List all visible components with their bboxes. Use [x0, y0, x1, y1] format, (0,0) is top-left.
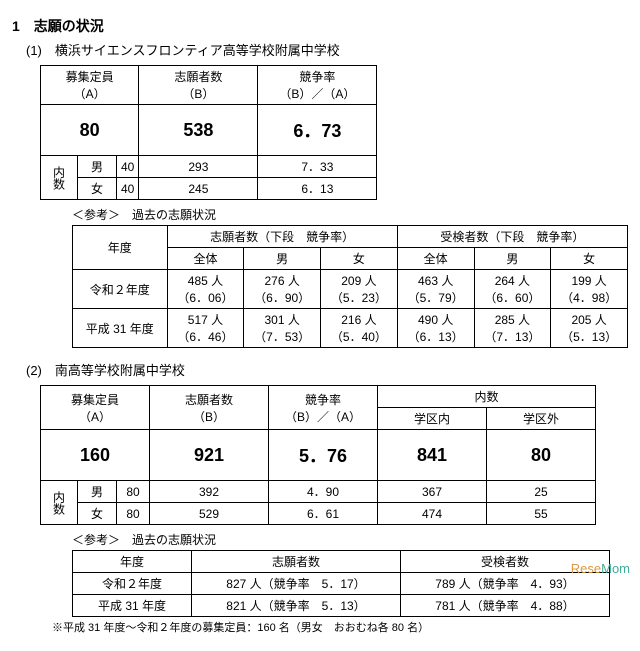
ref-cell: 490 人（6．13） [397, 309, 474, 348]
s2-row-out: 55 [487, 503, 596, 525]
s2-row-rate: 4．90 [269, 481, 378, 503]
school2-ref-table: 年度 志願者数 受検者数 令和２年度 827 人（競争率 5．17） 789 人… [72, 550, 610, 617]
s2-rate: 5．76 [269, 430, 378, 481]
s2-row-in: 367 [378, 481, 487, 503]
ref-cell: 301 人（7．53） [244, 309, 321, 348]
s1-row-gender: 女 [78, 178, 117, 200]
s2-row-rate: 6．61 [269, 503, 378, 525]
s1-row-rate: 6．13 [258, 178, 377, 200]
s2-row-out: 25 [487, 481, 596, 503]
s1-rate: 6．73 [258, 105, 377, 156]
hdr-out: 学区外 [487, 408, 596, 430]
s1-row-cap: 40 [117, 178, 139, 200]
s2-applicants: 921 [150, 430, 269, 481]
watermark-rese: Rese [571, 561, 601, 576]
school1-title: (1) 横浜サイエンスフロンティア高等学校附属中学校 [26, 40, 628, 59]
s1-capacity: 80 [41, 105, 139, 156]
s2-row-in: 474 [378, 503, 487, 525]
hdr-BA: （B）／（A） [279, 87, 355, 101]
s1-row-rate: 7．33 [258, 156, 377, 178]
ref-cell: 209 人（5．23） [321, 270, 398, 309]
school1-ref-table: 年度 志願者数（下段 競争率） 受検者数（下段 競争率） 全体 男 女 全体 男… [72, 225, 628, 348]
ref-all: 全体 [167, 248, 244, 270]
ref-exam-hdr: 受検者数（下段 競争率） [397, 226, 627, 248]
hdr-capacity: 募集定員 [66, 70, 114, 84]
s2-out: 80 [487, 430, 596, 481]
ref-year: 平成 31 年度 [73, 595, 192, 617]
s2-row-gender: 男 [78, 481, 117, 503]
ref-app-hdr: 志願者数（下段 競争率） [167, 226, 397, 248]
ref-all: 全体 [397, 248, 474, 270]
ref-f: 女 [321, 248, 398, 270]
ref-cell: 285 人（7．13） [474, 309, 551, 348]
hdr-inner: 内数 [378, 386, 596, 408]
ref-cell: 276 人（6．90） [244, 270, 321, 309]
ref-f: 女 [551, 248, 628, 270]
ref-cell: 264 人（6．60） [474, 270, 551, 309]
ref-m: 男 [244, 248, 321, 270]
s2-capacity: 160 [41, 430, 150, 481]
ref-app: 827 人（競争率 5．17） [192, 573, 401, 595]
hdr-BA: （B）／（A） [285, 410, 361, 424]
hdr-B: （B） [193, 410, 225, 424]
ref-cell: 205 人（5．13） [551, 309, 628, 348]
ref-cell: 517 人（6．46） [167, 309, 244, 348]
hdr-A: （A） [74, 87, 106, 101]
hdr-rate: 競争率 [299, 70, 335, 84]
breakdown-label: 内数 [41, 481, 78, 525]
hdr-in: 学区内 [378, 408, 487, 430]
watermark-mom: Mom [601, 561, 630, 576]
ref-app: 821 人（競争率 5．13） [192, 595, 401, 617]
section-heading: 1 志願の状況 [12, 16, 628, 36]
school2-ref-label: ＜参考＞ 過去の志願状況 [72, 531, 628, 548]
hdr-capacity: 募集定員 [71, 393, 119, 407]
ref-year: 令和２年度 [73, 573, 192, 595]
ref-year: 平成 31 年度 [73, 309, 168, 348]
ref-exam: 781 人（競争率 4．88） [401, 595, 610, 617]
ref-year: 令和２年度 [73, 270, 168, 309]
s2-row-app: 529 [150, 503, 269, 525]
hdr-A: （A） [79, 410, 111, 424]
ref-m: 男 [474, 248, 551, 270]
hdr-applicants: 志願者数 [174, 70, 222, 84]
school2-ref-note: ※平成 31 年度～令和２年度の募集定員：160 名（男女 おおむね各 80 名… [52, 619, 628, 635]
s2-row-cap: 80 [117, 481, 150, 503]
school2-title: (2) 南高等学校附属中学校 [26, 360, 628, 379]
s2-in: 841 [378, 430, 487, 481]
s1-row-app: 245 [139, 178, 258, 200]
hdr-applicants: 志願者数 [185, 393, 233, 407]
ref-cell: 216 人（5．40） [321, 309, 398, 348]
school1-ref-label: ＜参考＞ 過去の志願状況 [72, 206, 628, 223]
s2-row-gender: 女 [78, 503, 117, 525]
ref-cell: 199 人（4．98） [551, 270, 628, 309]
school1-main-table: 募集定員 （A） 志願者数 （B） 競争率 （B）／（A） 80 538 6．73 内… [40, 65, 377, 200]
s1-row-gender: 男 [78, 156, 117, 178]
s1-row-cap: 40 [117, 156, 139, 178]
ref-app-hdr: 志願者数 [192, 551, 401, 573]
s1-applicants: 538 [139, 105, 258, 156]
s2-row-cap: 80 [117, 503, 150, 525]
s2-row-app: 392 [150, 481, 269, 503]
ref-cell: 485 人（6．06） [167, 270, 244, 309]
ref-year-hdr: 年度 [73, 226, 168, 270]
ref-year-hdr: 年度 [73, 551, 192, 573]
hdr-B: （B） [182, 87, 214, 101]
ref-cell: 463 人（5．79） [397, 270, 474, 309]
watermark: ReseMom [571, 561, 630, 576]
hdr-rate: 競争率 [305, 393, 341, 407]
school2-main-table: 募集定員 （A） 志願者数 （B） 競争率 （B）／（A） 内数 学区内 学区外 16… [40, 385, 596, 525]
s1-row-app: 293 [139, 156, 258, 178]
breakdown-label: 内数 [41, 156, 78, 200]
